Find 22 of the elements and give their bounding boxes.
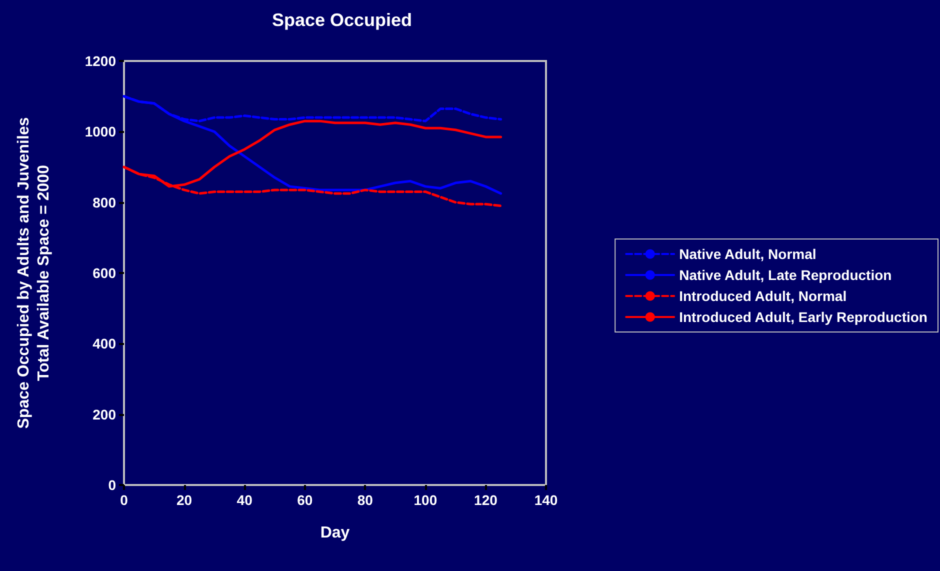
legend-label: Introduced Adult, Normal xyxy=(679,288,847,304)
x-tick-label: 60 xyxy=(297,492,313,508)
x-tick-label: 100 xyxy=(414,492,438,508)
y-tick-label: 200 xyxy=(92,406,116,422)
y-tick-label: 1000 xyxy=(84,124,116,140)
x-tick-label: 140 xyxy=(534,492,558,508)
y-tick-label: 0 xyxy=(108,477,116,493)
y-tick-label: 600 xyxy=(92,265,116,281)
x-tick-label: 80 xyxy=(357,492,374,508)
legend-label: Native Adult, Late Reproduction xyxy=(679,267,892,283)
y-tick-label: 400 xyxy=(92,336,116,352)
legend-label: Native Adult, Normal xyxy=(679,246,816,262)
x-tick-label: 120 xyxy=(474,492,498,508)
x-axis-title: Day xyxy=(320,524,350,542)
x-tick-label: 40 xyxy=(236,492,253,508)
y-axis-title: Space Occupied by Adults and Juveniles Total Available Space = 2000 xyxy=(16,117,52,429)
chart-title: Space Occupied xyxy=(272,10,412,30)
x-tick-label: 0 xyxy=(120,492,128,508)
x-tick-label: 20 xyxy=(176,492,192,508)
y-tick-label: 800 xyxy=(92,194,116,210)
y-tick-label: 1200 xyxy=(84,53,116,69)
legend-label: Introduced Adult, Early Reproduction xyxy=(679,309,928,325)
